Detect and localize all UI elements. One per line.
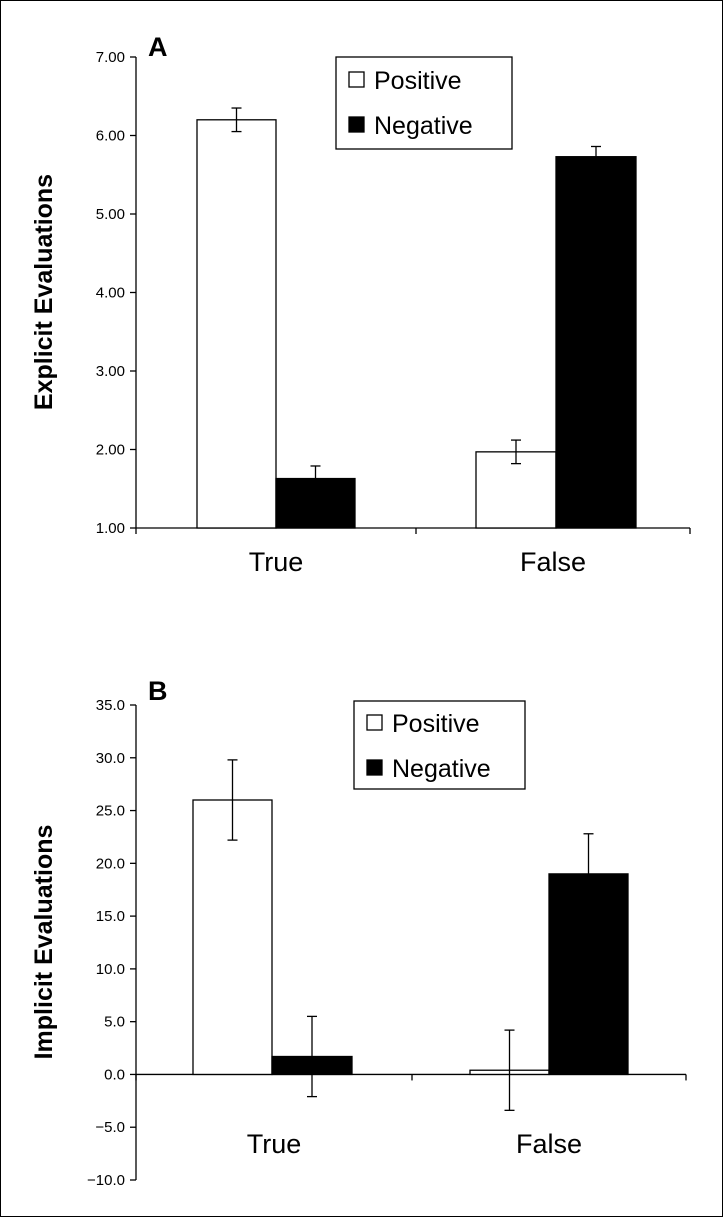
y-tick-label: −10.0 xyxy=(87,1172,125,1189)
y-tick-label: 5.00 xyxy=(96,206,125,223)
y-tick-label: 6.00 xyxy=(96,128,125,145)
y-axis-label: Explicit Evaluations xyxy=(30,174,58,410)
category-label-false: False xyxy=(520,547,586,577)
y-tick-label: 35.0 xyxy=(96,697,125,714)
legend-swatch-negative xyxy=(366,759,383,776)
legend-label-negative: Negative xyxy=(392,755,491,783)
bar-positive-true xyxy=(196,119,277,529)
y-tick-label: 3.00 xyxy=(96,363,125,380)
legend-label-positive: Positive xyxy=(374,67,462,95)
panel-label: A xyxy=(148,32,168,62)
bar-positive-true xyxy=(192,799,273,1076)
chart-a: 1.00 2.00 3.00 4.00 5.00 6.00 7.00 True False Exp… xyxy=(30,32,691,577)
y-axis-label: Implicit Evaluations xyxy=(30,825,58,1060)
legend-label-negative: Negative xyxy=(374,112,473,140)
y-tick-label: 1.00 xyxy=(96,520,125,537)
legend-swatch-positive xyxy=(348,71,365,88)
bar-negative-false xyxy=(555,156,637,529)
legend-label-positive: Positive xyxy=(392,710,480,738)
y-tick-label: 30.0 xyxy=(96,750,125,767)
y-tick-label: −5.0 xyxy=(95,1119,125,1136)
y-tick-label: 25.0 xyxy=(96,803,125,820)
legend: Positive Negative xyxy=(335,56,513,150)
legend-box xyxy=(335,56,513,150)
y-tick-label: 15.0 xyxy=(96,908,125,925)
legend: Positive Negative xyxy=(353,700,526,790)
chart-b: −10.0 −5.0 0.0 5.0 10.0 15.0 20.0 25.0 30.0 35.0 T… xyxy=(30,676,687,1189)
category-label-true: True xyxy=(249,547,304,577)
y-tick-label: 5.0 xyxy=(104,1014,125,1031)
legend-swatch-negative xyxy=(348,116,365,133)
y-tick-label: 7.00 xyxy=(96,49,125,66)
panel-label: B xyxy=(148,676,168,706)
y-tick-label: 0.0 xyxy=(104,1066,125,1083)
y-tick-label: 4.00 xyxy=(96,285,125,302)
category-label-true: True xyxy=(247,1129,302,1159)
y-tick-label: 2.00 xyxy=(96,442,125,459)
y-tick-label: 10.0 xyxy=(96,961,125,978)
legend-swatch-positive xyxy=(366,714,383,731)
category-label-false: False xyxy=(516,1129,582,1159)
y-tick-label: 20.0 xyxy=(96,855,125,872)
